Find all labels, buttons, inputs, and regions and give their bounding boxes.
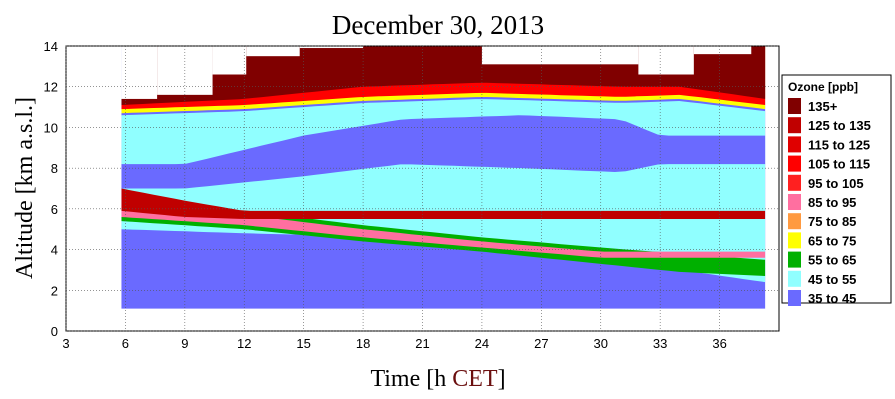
x-tick-label: 27: [534, 336, 548, 351]
legend-swatch: [788, 213, 801, 230]
x-axis-label-unit: CET: [452, 366, 498, 392]
band-125-135-layer: [121, 188, 766, 219]
x-tick-label: 6: [122, 336, 129, 351]
no-data-top-3: [246, 46, 300, 57]
y-tick-label: 0: [51, 324, 58, 339]
legend-swatch: [788, 270, 801, 287]
y-tick-label: 2: [51, 283, 58, 298]
legend: Ozone [ppb] 135+ 125 to 135 115 to 125 105 …: [781, 74, 892, 306]
legend-label: 65 to 75: [808, 233, 856, 248]
y-tick-label: 4: [51, 243, 58, 258]
y-tick-label: 14: [44, 39, 58, 54]
band-35-45-pocket: [121, 115, 766, 189]
x-axis-label-prefix: Time [h: [370, 366, 452, 392]
x-tick-label: 18: [356, 336, 370, 351]
x-tick-label: 12: [237, 336, 251, 351]
x-tick-label: 3: [62, 336, 69, 351]
legend-swatch: [788, 117, 801, 134]
legend-swatch: [788, 251, 801, 268]
legend-label: 45 to 55: [808, 272, 856, 287]
legend-swatch: [788, 194, 801, 210]
legend-label: 95 to 105: [808, 176, 864, 191]
y-tick-label: 6: [51, 202, 58, 217]
legend-title: Ozone [ppb]: [788, 80, 858, 94]
legend-label: 105 to 115: [808, 157, 870, 172]
legend-label: 75 to 85: [808, 214, 856, 229]
x-tick-label: 36: [712, 336, 726, 351]
legend-swatch: [788, 136, 801, 153]
legend-label: 115 to 125: [808, 137, 870, 152]
y-tick-label: 8: [51, 161, 58, 176]
legend-label: 35 to 45: [808, 291, 856, 306]
x-tick-label: 21: [415, 336, 429, 351]
y-axis-label: Altitude [km a.s.l.]: [12, 97, 38, 279]
grid-lines: [65, 45, 779, 332]
legend-label: 125 to 135: [808, 118, 871, 133]
x-tick-label: 33: [653, 336, 667, 351]
legend-swatch: [788, 232, 801, 249]
legend-label: 85 to 95: [808, 195, 856, 210]
no-data-top-7: [638, 46, 694, 75]
x-tick-label: 30: [594, 336, 608, 351]
legend-label: 55 to 65: [808, 253, 856, 268]
y-axis-ticks: 0 2 4 6 8 10 12 14: [44, 39, 58, 339]
x-tick-label: 9: [181, 336, 188, 351]
chart-title: December 30, 2013: [332, 10, 544, 40]
band-85-95-layer: [121, 206, 766, 258]
x-tick-label: 24: [475, 336, 489, 351]
plot-area: [65, 45, 780, 332]
no-data-top-0: [121, 46, 158, 99]
no-data-top-4: [299, 46, 364, 49]
x-tick-label: 15: [296, 336, 310, 351]
y-tick-label: 10: [44, 120, 58, 135]
x-axis-label-suffix: ]: [498, 366, 506, 392]
legend-label: 135+: [808, 99, 838, 114]
no-data-top-8: [693, 46, 752, 55]
no-data-top-6: [481, 46, 639, 65]
no-data-top-2: [212, 46, 247, 75]
legend-swatch: [788, 155, 801, 172]
legend-swatch: [788, 98, 801, 114]
legend-swatch: [788, 174, 801, 191]
x-axis-ticks: 3 6 9 12 15 18 21 24 27 30 33 36: [62, 336, 726, 351]
x-axis-label: Time [h CET]: [370, 366, 505, 392]
legend-swatch: [788, 290, 801, 306]
y-tick-label: 12: [44, 80, 58, 95]
